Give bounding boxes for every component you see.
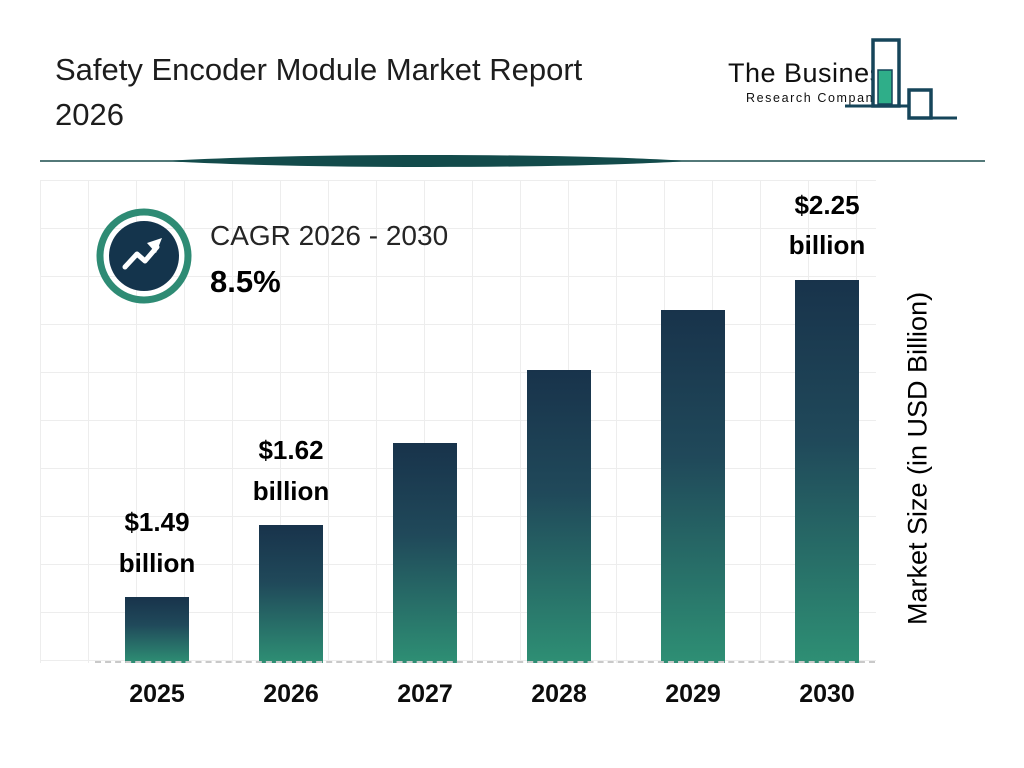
x-tick-label: 2026 <box>263 680 319 708</box>
bar-2030 <box>795 279 859 663</box>
cagr-value: 8.5% <box>210 264 281 299</box>
bar-value-label: $1.62 billion <box>252 435 330 506</box>
logo-chart-icon <box>845 38 957 120</box>
page-title-line2: 2026 <box>55 96 124 132</box>
bar-column-2029: 2029 <box>661 185 725 708</box>
x-tick-label: 2028 <box>531 680 587 708</box>
page-title: Safety Encoder Module Market Report 2026 <box>55 48 675 138</box>
bar-column-2028: 2028 <box>527 185 591 708</box>
bar-column-2027: 2027 <box>393 185 457 708</box>
trend-arrow-icon <box>96 208 192 304</box>
x-tick-label: 2030 <box>799 680 855 708</box>
bar-column-2025: $1.49 billion 2025 <box>119 185 196 708</box>
bar-2027 <box>393 443 457 663</box>
cagr-label: CAGR 2026 - 2030 <box>210 220 449 251</box>
company-logo: The Business Research Company <box>728 58 1024 105</box>
page-title-line1: Safety Encoder Module Market Report <box>55 52 583 87</box>
bar-2025 <box>125 597 189 663</box>
x-axis-baseline <box>95 661 875 663</box>
bar-chart: $1.49 billion 2025 $1.62 billion 2026 20… <box>119 185 866 708</box>
x-tick-label: 2029 <box>665 680 721 708</box>
divider-lens <box>40 155 985 167</box>
bar-column-2026: $1.62 billion 2026 <box>253 185 330 708</box>
bar-value-label: $1.49 billion <box>118 507 196 578</box>
bar-2029 <box>661 310 725 663</box>
bar-value-label: $2.25 billion <box>788 190 866 261</box>
logo-text-line2: Research Company <box>746 91 883 105</box>
y-axis-label: Market Size (in USD Billion) <box>902 291 933 625</box>
x-tick-label: 2025 <box>129 680 185 708</box>
logo-text-line1: The Business <box>728 58 898 88</box>
bar-column-2030: $2.25 billion 2030 <box>789 185 866 708</box>
chart-gridlines <box>40 180 876 663</box>
bar-2028 <box>527 370 591 663</box>
x-tick-label: 2027 <box>397 680 453 708</box>
bar-2026 <box>259 525 323 663</box>
